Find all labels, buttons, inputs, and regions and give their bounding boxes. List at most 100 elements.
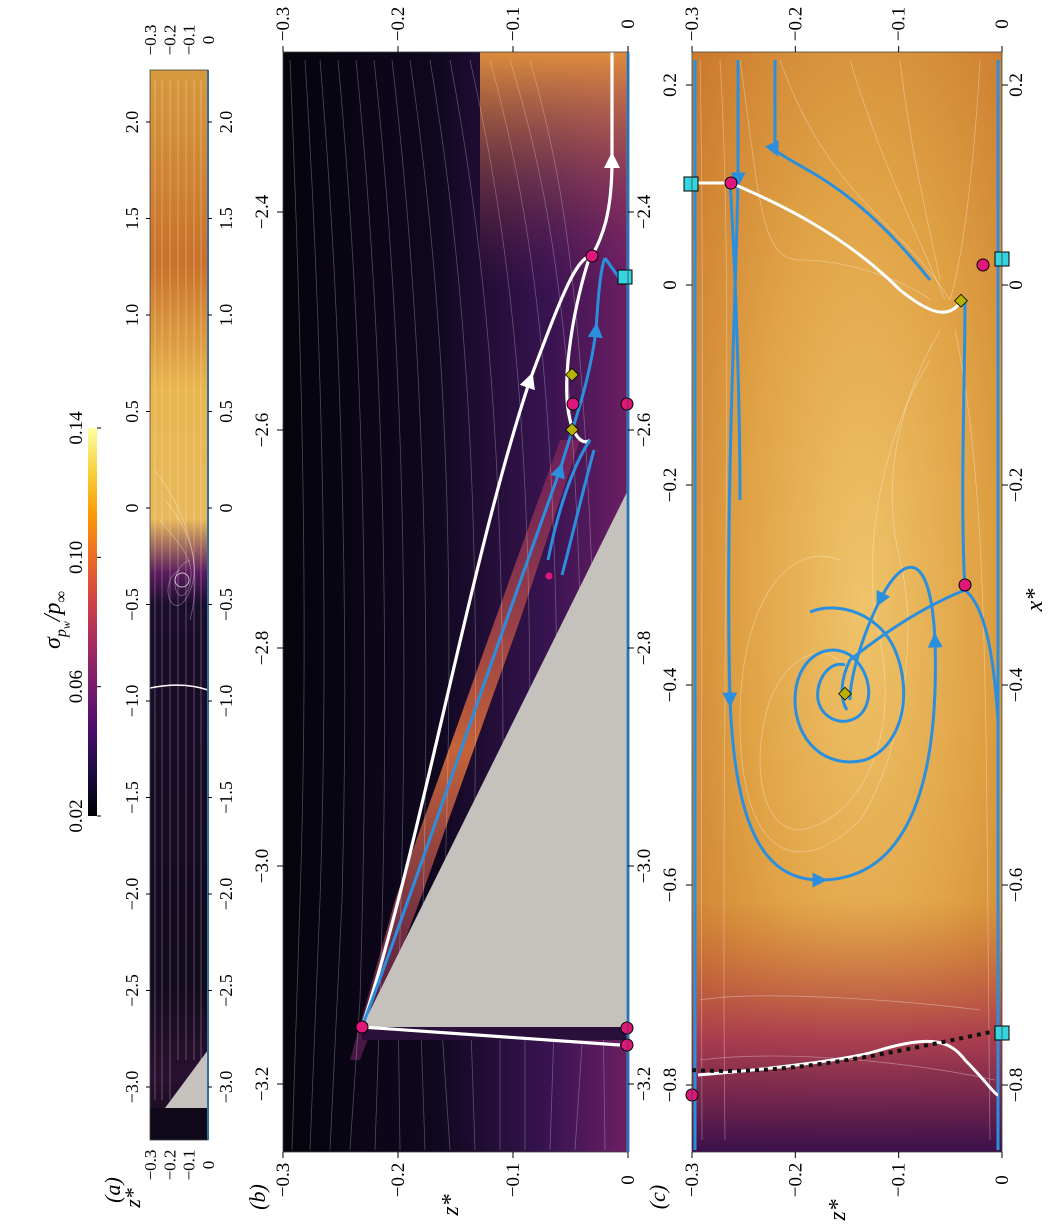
panel-a-z-tick-label: −0.2 bbox=[160, 1150, 179, 1181]
panel-b-z-tick-label: 0 bbox=[618, 1175, 639, 1185]
panel-a-x-tick-label: 0.5 bbox=[122, 400, 142, 423]
panel-b-blue-separatrices bbox=[360, 257, 624, 1028]
panel-b-x-ticks-top: −2.4 −2.6 −2.8 −3.0 −3.2 bbox=[252, 194, 634, 1101]
panel-c-x-tick-label: −0.6 bbox=[660, 868, 681, 902]
panel-a-x-tick-label: −2.5 bbox=[216, 974, 236, 1007]
colorbar: 0.02 0.06 0.10 0.14 σpw/p∞ bbox=[40, 411, 101, 833]
panel-b: −2.4 −2.6 −2.8 −3.0 −3.2 −2.4 −2.6 −2.8 −3.0 −3.… bbox=[245, 7, 655, 1217]
panel-b-x-tick-label: −2.8 bbox=[252, 631, 273, 665]
colorbar-label: σpw/p∞ bbox=[40, 591, 73, 649]
panel-c-blue-separatrices bbox=[693, 60, 1000, 1150]
panel-c-x-tick-label: 0 bbox=[1006, 280, 1027, 290]
panel-b-z-tick-label: −0.2 bbox=[388, 1163, 409, 1197]
panel-b-x-tick-label: −2.6 bbox=[634, 413, 655, 447]
panel-c-z-tick-label: −0.2 bbox=[785, 1163, 806, 1197]
colorbar-tick-label: 0.10 bbox=[66, 541, 87, 574]
panel-a-z-tick-label: −0.1 bbox=[180, 1150, 199, 1181]
node-point bbox=[976, 258, 990, 272]
panel-c: 0.2 0 −0.2 −0.4 −0.6 −0.8 0.2 0 −0.2 −0.4 −0.6 −0.… bbox=[645, 7, 1048, 1222]
panel-c-z-ticks-top: −0.3 −0.2 −0.1 0 bbox=[682, 7, 1013, 52]
panel-a-x-tick-label: 0 bbox=[122, 504, 142, 513]
panel-a-x-tick-label: 1.0 bbox=[216, 304, 236, 327]
panel-a-x-tick-label: 1.5 bbox=[122, 207, 142, 230]
panel-a-x-tick-label: 2.0 bbox=[216, 111, 236, 134]
panel-b-x-tick-label: −2.4 bbox=[634, 194, 655, 229]
panel-c-z-label: z* bbox=[825, 1199, 851, 1221]
panel-c-label: (c) bbox=[645, 1185, 670, 1209]
panel-c-x-tick-label: −0.4 bbox=[660, 667, 681, 702]
panel-a-x-tick-label: −1.0 bbox=[122, 685, 142, 718]
panel-a-z-tick-label: −0.3 bbox=[141, 25, 160, 56]
panel-c-x-tick-label: −0.2 bbox=[660, 468, 681, 502]
panel-b-z-ticks-top: −0.3 −0.2 −0.1 0 bbox=[273, 7, 639, 52]
panel-a-x-tick-label: −2.0 bbox=[122, 878, 142, 911]
panel-b-z-tick-label: 0 bbox=[618, 19, 639, 29]
panel-c-z-tick-label: 0 bbox=[992, 19, 1013, 29]
focus-diamond bbox=[838, 686, 852, 701]
panel-c-x-tick-label: 0.2 bbox=[660, 73, 681, 97]
panel-a: 2.0 2.0 1.5 1.5 1.0 1.0 0.5 0.5 0 0 −0.5 −0.5 −1.0 −1… bbox=[100, 25, 236, 1209]
panel-a-field bbox=[150, 70, 208, 1140]
focus-diamond bbox=[954, 293, 968, 308]
panel-a-streamlines bbox=[153, 80, 202, 1100]
panel-a-x-tick-label: −3.0 bbox=[216, 1071, 236, 1104]
saddle-square bbox=[683, 176, 699, 192]
panel-a-x-tick-label: 2.0 bbox=[122, 111, 142, 134]
node-point bbox=[566, 397, 580, 411]
panel-c-z-tick-label: 0 bbox=[992, 1175, 1013, 1185]
panel-a-x-tick-label: −2.0 bbox=[216, 878, 236, 911]
panel-a-z-label: z* bbox=[120, 1188, 145, 1209]
panel-c-z-tick-label: −0.2 bbox=[785, 7, 806, 41]
panel-b-x-ticks-bottom: −2.4 −2.6 −2.8 −3.0 −3.2 bbox=[634, 194, 655, 1101]
node-point bbox=[585, 249, 599, 263]
panel-a-z-tick-label: −0.2 bbox=[160, 25, 179, 56]
panel-a-label: (a) bbox=[100, 1177, 125, 1203]
panel-b-x-tick-label: −3.0 bbox=[634, 849, 655, 883]
focus-diamond bbox=[565, 422, 579, 437]
panel-b-x-tick-label: −2.8 bbox=[634, 631, 655, 665]
colorbar-bar bbox=[88, 428, 97, 816]
panel-c-x-tick-label: −0.8 bbox=[1006, 1068, 1027, 1102]
panel-c-z-ticks-bottom: −0.3 −0.2 −0.1 0 bbox=[682, 1152, 1013, 1197]
panel-b-critical-points bbox=[355, 249, 634, 1052]
panel-c-x-ticks-top: 0.2 0 −0.2 −0.4 −0.6 −0.8 bbox=[660, 73, 1008, 1102]
panel-c-x-tick-label: −0.2 bbox=[1006, 468, 1027, 502]
panel-c-x-tick-label: −0.8 bbox=[660, 1068, 681, 1102]
panel-c-z-tick-label: −0.1 bbox=[889, 7, 910, 41]
panel-c-x-ticks-bottom: 0.2 0 −0.2 −0.4 −0.6 −0.8 bbox=[1006, 73, 1027, 1102]
colorbar-tick-label: 0.06 bbox=[66, 670, 87, 703]
panel-a-x-tick-label: −1.0 bbox=[216, 685, 236, 718]
panel-a-x-ticks: 2.0 2.0 1.5 1.5 1.0 1.0 0.5 0.5 0 0 −0.5 −0.5 −1.0 −1… bbox=[122, 111, 236, 1104]
colorbar-tick-label: 0.14 bbox=[66, 411, 87, 445]
panel-a-x-tick-label: 0.5 bbox=[216, 400, 236, 423]
panel-c-x-tick-label: 0.2 bbox=[1006, 73, 1027, 97]
panel-a-x-tick-label: 1.5 bbox=[216, 207, 236, 230]
panel-b-z-tick-label: −0.3 bbox=[273, 7, 294, 41]
colorbar-tick-label: 0.02 bbox=[66, 799, 87, 832]
panel-a-x-tick-label: 0 bbox=[216, 504, 236, 513]
panel-a-x-tick-label: −2.5 bbox=[122, 974, 142, 1007]
panel-b-z-tick-label: −0.1 bbox=[503, 1163, 524, 1197]
panel-b-x-tick-label: −3.2 bbox=[252, 1067, 273, 1101]
panel-b-wall bbox=[362, 490, 628, 1027]
panel-c-x-tick-label: −0.6 bbox=[1006, 868, 1027, 902]
panel-c-z-tick-label: −0.3 bbox=[682, 7, 703, 41]
panel-b-x-tick-label: −3.2 bbox=[634, 1067, 655, 1101]
saddle-square bbox=[617, 269, 633, 285]
panel-b-z-tick-label: −0.1 bbox=[503, 7, 524, 41]
panel-a-z-tick-label: −0.3 bbox=[141, 1150, 160, 1181]
panel-c-x-tick-label: −0.4 bbox=[1006, 667, 1027, 702]
node-point bbox=[620, 1021, 634, 1035]
node-point bbox=[958, 578, 972, 592]
node-point bbox=[620, 397, 634, 411]
panel-c-x-tick-label: 0 bbox=[660, 280, 681, 290]
node-point bbox=[355, 1020, 369, 1034]
panel-c-critical-points bbox=[683, 176, 1010, 1102]
panel-c-x-label: x* bbox=[1022, 589, 1048, 613]
panel-c-z-tick-label: −0.3 bbox=[682, 1163, 703, 1197]
panel-a-z-tick-label: 0 bbox=[199, 1161, 218, 1170]
focus-diamond bbox=[565, 367, 579, 382]
node-point bbox=[724, 176, 738, 190]
